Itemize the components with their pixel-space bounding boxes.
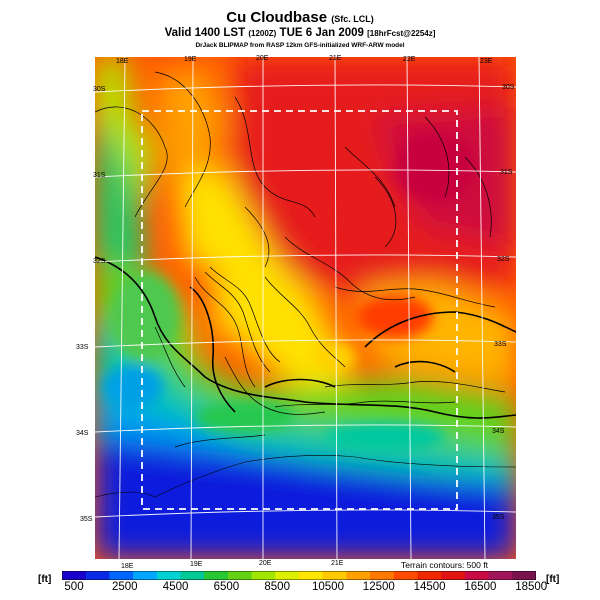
legend-color-swatch — [204, 571, 229, 580]
legend-color-swatch — [227, 571, 253, 580]
legend-color-swatch — [85, 571, 110, 580]
legend-color-swatch — [346, 571, 371, 580]
lat-label-right: 35S — [492, 514, 505, 521]
lat-label-right: 30S — [502, 84, 515, 91]
lat-label-left: 31S — [93, 172, 106, 179]
legend-label: 16500 — [464, 581, 497, 593]
lon-label-top: 19E — [184, 56, 197, 63]
subtitle-forecast: [18hrFcst@2254z] — [367, 29, 436, 38]
legend-label: 18500 — [515, 581, 548, 593]
map-svg — [95, 57, 516, 559]
lon-label-bottom: 20E — [259, 560, 272, 567]
legend-color-swatch — [488, 571, 513, 580]
lat-label-left: 35S — [80, 516, 93, 523]
graticule — [95, 57, 516, 559]
legend-color-swatch — [62, 571, 87, 580]
legend-label: 10500 — [312, 581, 344, 593]
lon-label-bottom: 21E — [331, 560, 344, 567]
legend-color-swatch — [393, 571, 418, 580]
lat-label-right: 33S — [494, 341, 507, 348]
legend-unit-left: [ft] — [38, 574, 52, 585]
lat-label-left: 30S — [93, 86, 106, 93]
lon-label-top: 18E — [116, 58, 129, 65]
legend-color-swatch — [275, 571, 300, 580]
legend-label: 12500 — [362, 581, 395, 593]
legend-label: 14500 — [413, 581, 446, 593]
legend-label: 500 — [64, 581, 84, 593]
chart-title: Cu Cloudbase (Sfc. LCL) — [226, 9, 374, 26]
lon-label-top: 23E — [480, 58, 493, 65]
lon-label-top: 20E — [256, 55, 269, 62]
lon-label-bottom: 18E — [121, 563, 134, 570]
subtitle-date: TUE 6 Jan 2009 — [279, 27, 364, 39]
terrain-contours — [95, 71, 506, 448]
legend-label: 2500 — [112, 581, 138, 593]
legend-color-swatch — [156, 571, 181, 580]
lon-label-top: 21E — [329, 55, 342, 62]
legend-label: 6500 — [213, 581, 240, 593]
legend-color-swatch — [180, 571, 205, 580]
chart-subtitle: Valid 1400 LST (1200Z) TUE 6 Jan 2009 [1… — [164, 27, 436, 39]
terrain-contour-note: Terrain contours: 500 ft — [401, 560, 488, 570]
model-credit: DrJack BLIPMAP from RASP 12km GFS-initia… — [195, 42, 405, 49]
legend-label: 4500 — [162, 581, 189, 593]
legend-colorbar — [62, 571, 536, 580]
legend-unit-right: [ft] — [546, 574, 560, 585]
inner-domain-box — [141, 110, 458, 510]
legend-label: 8500 — [264, 581, 290, 593]
legend-color-swatch — [441, 571, 466, 580]
lat-label-left: 34S — [76, 430, 89, 437]
legend-color-swatch — [370, 571, 395, 580]
legend-color-swatch — [133, 571, 158, 580]
legend-color-swatch — [251, 571, 276, 580]
legend-color-swatch — [299, 571, 324, 580]
legend-color-swatch — [322, 571, 347, 580]
lon-label-bottom: 19E — [190, 561, 203, 568]
lat-label-left: 32S — [93, 258, 106, 265]
title-suffix: (Sfc. LCL) — [331, 14, 374, 24]
major-contours — [95, 256, 516, 419]
cloudbase-detail — [103, 132, 475, 451]
legend-color-swatch — [109, 571, 134, 580]
lat-label-right: 31S — [500, 169, 513, 176]
subtitle-utc: (1200Z) — [248, 29, 277, 38]
lat-label-right: 34S — [492, 428, 505, 435]
legend-color-swatch — [512, 571, 536, 580]
legend-color-swatch — [464, 571, 490, 580]
cloudbase-map — [95, 57, 516, 559]
lon-label-top: 22E — [403, 56, 416, 63]
legend-color-swatch — [417, 571, 442, 580]
coastline — [95, 455, 516, 498]
lat-label-left: 33S — [76, 344, 89, 351]
lat-label-right: 32S — [497, 256, 510, 263]
